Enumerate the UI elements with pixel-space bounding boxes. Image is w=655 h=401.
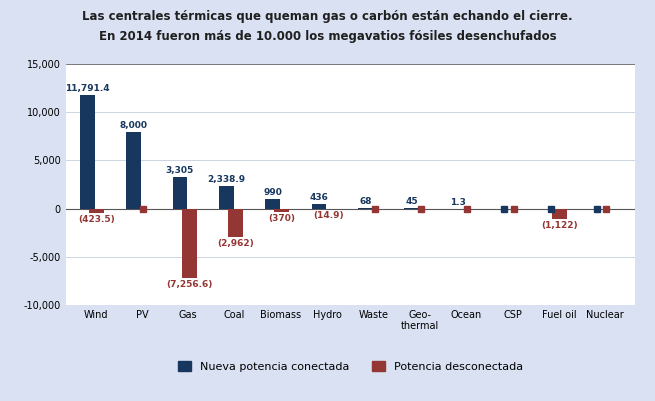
Bar bbox=[126, 132, 141, 209]
Text: 990: 990 bbox=[263, 188, 282, 197]
Bar bbox=[552, 209, 567, 219]
Bar bbox=[265, 199, 280, 209]
Bar bbox=[182, 209, 196, 278]
Text: 2,338.9: 2,338.9 bbox=[207, 175, 246, 184]
Bar bbox=[219, 186, 234, 209]
Bar bbox=[358, 208, 373, 209]
Bar bbox=[172, 177, 187, 209]
Bar bbox=[228, 209, 243, 237]
Text: (423.5): (423.5) bbox=[78, 215, 115, 223]
Text: (370): (370) bbox=[269, 214, 295, 223]
Text: (7,256.6): (7,256.6) bbox=[166, 280, 212, 289]
Text: (2,962): (2,962) bbox=[217, 239, 254, 248]
Text: En 2014 fueron más de 10.000 los megavatios fósiles desenchufados: En 2014 fueron más de 10.000 los megavat… bbox=[99, 30, 556, 43]
Text: (14.9): (14.9) bbox=[313, 211, 343, 220]
Bar bbox=[274, 209, 290, 212]
Text: 11,791.4: 11,791.4 bbox=[65, 84, 109, 93]
Bar bbox=[80, 95, 95, 209]
Text: 436: 436 bbox=[309, 193, 328, 203]
Text: 1.3: 1.3 bbox=[450, 198, 466, 207]
Text: Las centrales térmicas que queman gas o carbón están echando el cierre.: Las centrales térmicas que queman gas o … bbox=[82, 10, 573, 23]
Bar bbox=[404, 208, 419, 209]
Bar bbox=[312, 205, 326, 209]
Text: 8,000: 8,000 bbox=[120, 121, 147, 130]
Text: 68: 68 bbox=[359, 197, 371, 206]
Text: 3,305: 3,305 bbox=[166, 166, 194, 175]
Text: 45: 45 bbox=[405, 197, 418, 206]
Legend: Nueva potencia conectada, Potencia desconectada: Nueva potencia conectada, Potencia desco… bbox=[174, 356, 527, 376]
Bar bbox=[89, 209, 104, 213]
Text: (1,122): (1,122) bbox=[542, 221, 578, 230]
